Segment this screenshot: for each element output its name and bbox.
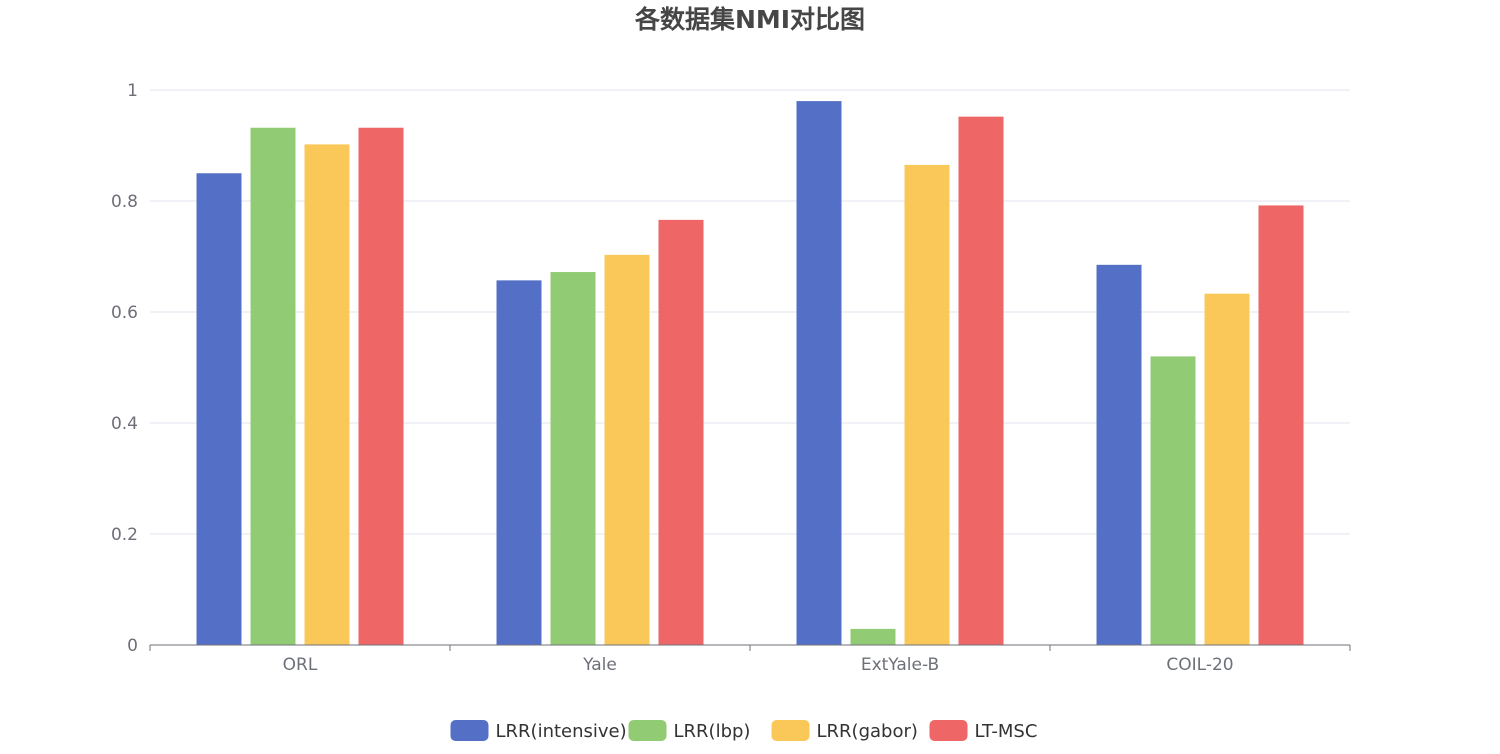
bar-LRR(intensive)-ExtYale-B[interactable] xyxy=(796,101,842,646)
y-tick-label: 1 xyxy=(127,81,138,101)
legend-label: LRR(lbp) xyxy=(674,721,751,742)
bar-LRR(lbp)-ExtYale-B[interactable] xyxy=(850,628,896,645)
y-tick-label: 0.4 xyxy=(111,414,138,434)
x-tick-label: ExtYale-B xyxy=(861,655,939,675)
legend-label: LRR(gabor) xyxy=(817,721,918,742)
bar-LT-MSC-ORL[interactable] xyxy=(358,127,404,646)
chart-title: 各数据集NMI对比图 xyxy=(634,5,865,34)
legend-item-LRR(lbp)[interactable]: LRR(lbp) xyxy=(628,720,751,742)
bar-LRR(lbp)-ORL[interactable] xyxy=(250,127,296,646)
grid-lines xyxy=(150,89,1350,535)
bar-LRR(lbp)-Yale[interactable] xyxy=(550,272,596,645)
bar-LRR(intensive)-COIL-20[interactable] xyxy=(1096,264,1142,645)
bars xyxy=(196,101,1304,646)
bar-LRR(gabor)-ORL[interactable] xyxy=(304,144,350,645)
bar-LRR(lbp)-COIL-20[interactable] xyxy=(1150,356,1196,645)
legend-item-LRR(intensive)[interactable]: LRR(intensive) xyxy=(450,720,627,742)
y-tick-label: 0.8 xyxy=(111,192,138,212)
legend-label: LRR(intensive) xyxy=(496,721,627,742)
x-axis: ORL Yale ExtYale-B COIL-20 xyxy=(149,644,1351,675)
x-tick-label: ORL xyxy=(283,655,318,675)
bar-LRR(gabor)-ExtYale-B[interactable] xyxy=(904,164,950,646)
legend-swatch xyxy=(929,720,968,741)
bar-LRR(intensive)-ORL[interactable] xyxy=(196,173,242,645)
bar-LT-MSC-ExtYale-B[interactable] xyxy=(958,116,1004,645)
y-tick-label: 0 xyxy=(127,636,138,656)
y-tick-label: 0.2 xyxy=(111,525,138,545)
legend: LRR(intensive) LRR(lbp) LRR(gabor) LT-MSC xyxy=(450,720,1038,742)
legend-swatch xyxy=(771,720,810,741)
legend-item-LRR(gabor)[interactable]: LRR(gabor) xyxy=(771,720,918,742)
legend-label: LT-MSC xyxy=(975,721,1038,742)
x-tick-label: COIL-20 xyxy=(1166,655,1233,675)
bar-LRR(gabor)-COIL-20[interactable] xyxy=(1204,293,1250,645)
legend-swatch xyxy=(628,720,667,741)
x-tick-label: Yale xyxy=(582,655,617,675)
y-axis: 0 0.2 0.4 0.6 0.8 1 xyxy=(111,81,138,656)
bar-LRR(gabor)-Yale[interactable] xyxy=(604,254,650,645)
legend-swatch xyxy=(450,720,489,741)
bar-LT-MSC-Yale[interactable] xyxy=(658,219,704,645)
y-tick-label: 0.6 xyxy=(111,303,138,323)
bar-LRR(intensive)-Yale[interactable] xyxy=(496,280,542,645)
legend-item-LT-MSC[interactable]: LT-MSC xyxy=(929,720,1038,742)
bar-LT-MSC-COIL-20[interactable] xyxy=(1258,205,1304,645)
